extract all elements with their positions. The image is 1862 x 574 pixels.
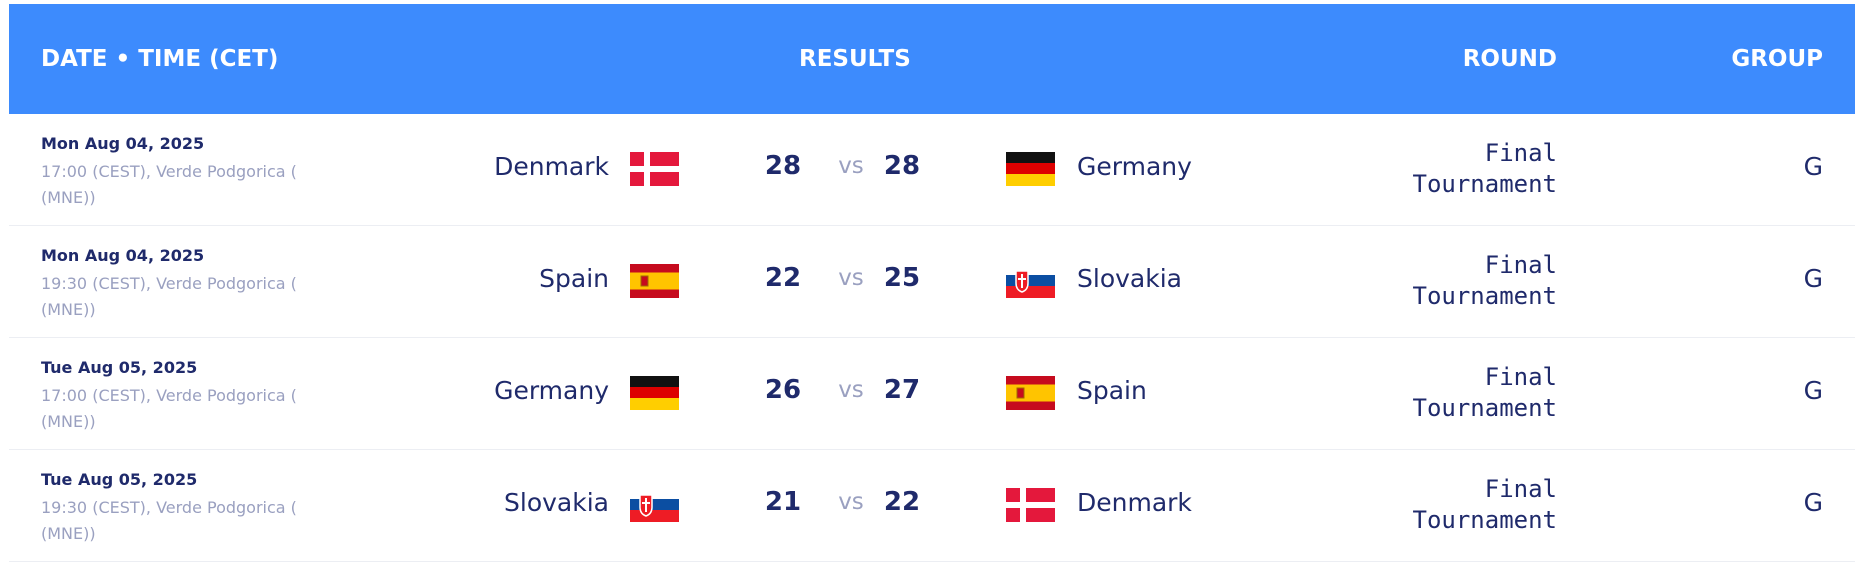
round: Final Tournament (1412, 251, 1558, 310)
away-team: Spain (1077, 376, 1147, 405)
flag (630, 152, 679, 186)
match-time-venue: 17:00 (CEST), Verde Podgorica ( (MNE)) (41, 162, 297, 207)
home-team: Denmark (494, 152, 609, 181)
match-date: Mon Aug 04, 2025 (41, 134, 205, 153)
match-time-venue: 19:30 (CEST), Verde Podgorica ( (MNE)) (41, 498, 297, 543)
away-score: 27 (883, 375, 921, 405)
vs-label: vs (838, 153, 864, 179)
group: G (1803, 152, 1823, 181)
away-team: Germany (1077, 152, 1192, 181)
group: G (1803, 488, 1823, 517)
vs-label: vs (838, 265, 864, 291)
header-round: ROUND (1462, 46, 1557, 72)
match-row[interactable]: Mon Aug 04, 2025 19:30 (CEST), Verde Podg… (9, 226, 1855, 338)
group: G (1803, 264, 1823, 293)
home-team: Spain (539, 264, 609, 293)
match-row[interactable]: Tue Aug 05, 2025 19:30 (CEST), Verde Podg… (9, 450, 1855, 562)
match-row[interactable]: Tue Aug 05, 2025 17:00 (CEST), Verde Podg… (9, 338, 1855, 450)
flag (1006, 376, 1055, 410)
home-score: 26 (764, 375, 802, 405)
flag (1006, 488, 1055, 522)
away-score: 28 (883, 151, 921, 181)
table-header: DATE • TIME (CET) RESULTS ROUND GROUP (9, 4, 1855, 114)
home-team: Germany (494, 376, 609, 405)
flag (1006, 152, 1055, 186)
group: G (1803, 376, 1823, 405)
flag (630, 264, 679, 298)
away-team: Denmark (1077, 488, 1192, 517)
flag (630, 488, 679, 522)
vs-label: vs (838, 489, 864, 515)
match-date: Mon Aug 04, 2025 (41, 246, 205, 265)
away-score: 25 (883, 263, 921, 293)
header-date-time: DATE • TIME (CET) (41, 46, 279, 72)
match-date: Tue Aug 05, 2025 (41, 358, 198, 377)
header-results: RESULTS (799, 46, 911, 72)
flag (630, 376, 679, 410)
vs-label: vs (838, 377, 864, 403)
match-time-venue: 19:30 (CEST), Verde Podgorica ( (MNE)) (41, 274, 297, 319)
home-score: 21 (764, 487, 802, 517)
home-team: Slovakia (504, 488, 609, 517)
round: Final Tournament (1412, 139, 1558, 198)
away-team: Slovakia (1077, 264, 1182, 293)
round: Final Tournament (1412, 363, 1558, 422)
away-score: 22 (883, 487, 921, 517)
flag (1006, 264, 1055, 298)
match-time-venue: 17:00 (CEST), Verde Podgorica ( (MNE)) (41, 386, 297, 431)
home-score: 28 (764, 151, 802, 181)
match-row[interactable]: Mon Aug 04, 2025 17:00 (CEST), Verde Podg… (9, 114, 1855, 226)
match-date: Tue Aug 05, 2025 (41, 470, 198, 489)
home-score: 22 (764, 263, 802, 293)
round: Final Tournament (1412, 475, 1558, 534)
header-group: GROUP (1731, 46, 1823, 72)
